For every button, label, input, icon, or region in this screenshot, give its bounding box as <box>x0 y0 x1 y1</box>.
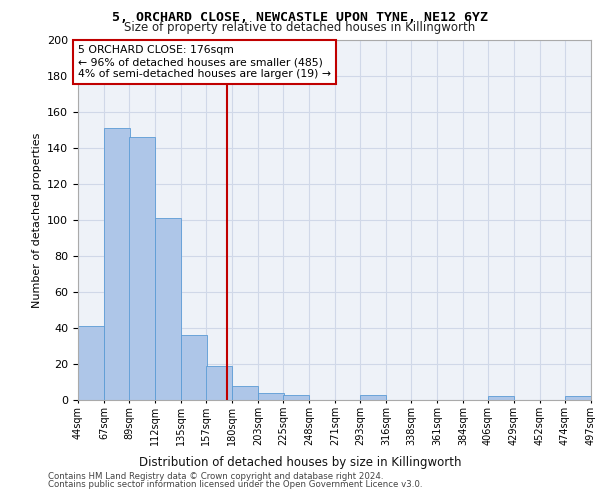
Bar <box>488 396 514 400</box>
Bar <box>129 137 155 400</box>
Bar <box>283 394 309 400</box>
Y-axis label: Number of detached properties: Number of detached properties <box>32 132 41 308</box>
Bar <box>78 326 104 400</box>
Bar <box>565 396 591 400</box>
Text: Size of property relative to detached houses in Killingworth: Size of property relative to detached ho… <box>124 22 476 35</box>
Bar <box>258 393 284 400</box>
Text: Contains HM Land Registry data © Crown copyright and database right 2024.: Contains HM Land Registry data © Crown c… <box>48 472 383 481</box>
Text: Contains public sector information licensed under the Open Government Licence v3: Contains public sector information licen… <box>48 480 422 489</box>
Bar <box>155 218 181 400</box>
Text: 5, ORCHARD CLOSE, NEWCASTLE UPON TYNE, NE12 6YZ: 5, ORCHARD CLOSE, NEWCASTLE UPON TYNE, N… <box>112 11 488 24</box>
Bar <box>181 335 207 400</box>
Bar <box>360 394 386 400</box>
Bar <box>232 386 258 400</box>
Bar <box>206 366 232 400</box>
Text: Distribution of detached houses by size in Killingworth: Distribution of detached houses by size … <box>139 456 461 469</box>
Bar <box>104 128 130 400</box>
Text: 5 ORCHARD CLOSE: 176sqm
← 96% of detached houses are smaller (485)
4% of semi-de: 5 ORCHARD CLOSE: 176sqm ← 96% of detache… <box>78 46 331 78</box>
